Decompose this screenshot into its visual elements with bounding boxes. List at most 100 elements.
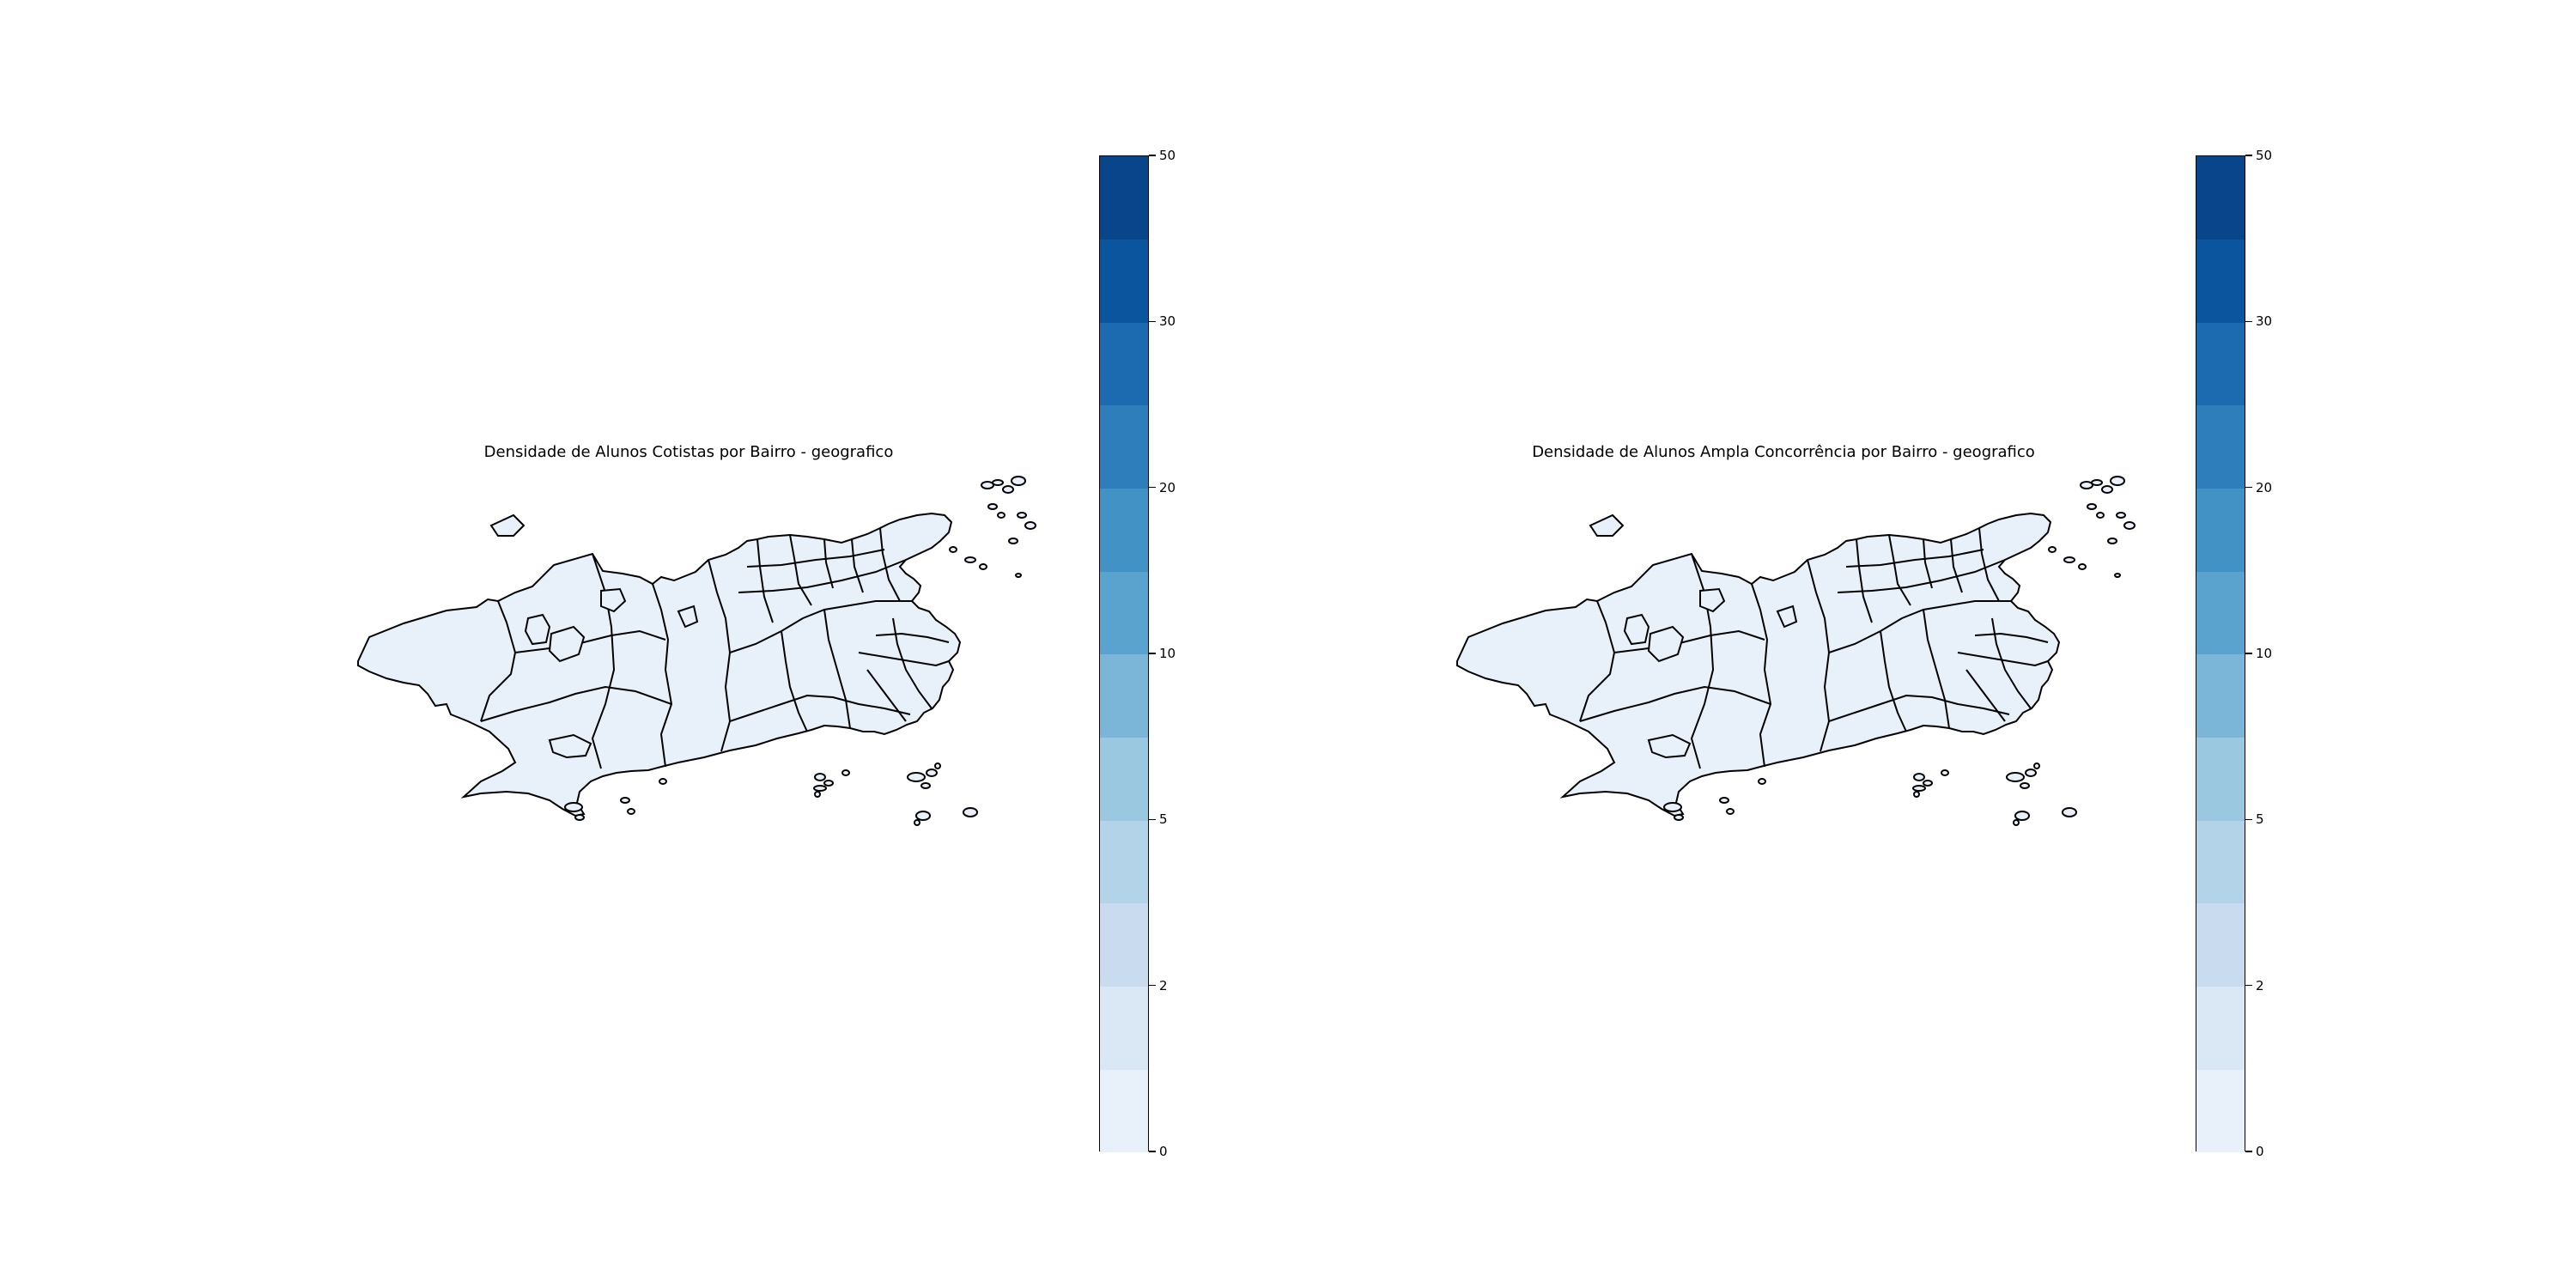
bairro-boundary xyxy=(1965,669,2006,722)
island-region xyxy=(1015,573,1022,578)
map-panel-cotistas: Densidade de Alunos Cotistas por Bairro … xyxy=(357,148,1176,1159)
colorbar-tick xyxy=(1149,1151,1156,1152)
bairro-boundary xyxy=(652,583,673,768)
island-region xyxy=(920,782,931,789)
island-region xyxy=(2101,485,2113,494)
colorbar-tick xyxy=(1149,320,1156,323)
bairro-boundary xyxy=(738,559,907,593)
colorbar-tick-label: 10 xyxy=(2256,646,2273,661)
bairro-boundary xyxy=(781,630,808,732)
island-region xyxy=(926,769,938,777)
colorbar-tick xyxy=(1149,653,1156,654)
colorbar-tick-label: 20 xyxy=(1159,479,1176,495)
city-region xyxy=(357,512,962,817)
bairro-boundary xyxy=(879,527,901,602)
island-region xyxy=(997,512,1005,519)
bairro-boundary xyxy=(1579,600,1616,722)
colorbar-tick xyxy=(2245,486,2252,489)
island-region xyxy=(814,773,826,781)
colorbar-step xyxy=(2196,737,2245,821)
colorbar-step xyxy=(1100,986,1148,1070)
island-region xyxy=(992,479,1004,486)
bairro-boundary xyxy=(729,694,911,722)
colorbar-tick xyxy=(2245,1151,2252,1152)
bairro-boundary xyxy=(875,632,950,643)
colorbar-step xyxy=(2196,322,2245,406)
bairro-boundary xyxy=(480,600,517,722)
bairro-boundary xyxy=(1923,609,1950,729)
colorbar-tick-label: 2 xyxy=(1159,977,1168,993)
island-region xyxy=(2006,772,2025,782)
map-title: Densidade de Alunos Ampla Concorrência p… xyxy=(1532,443,2035,461)
bairro-boundary xyxy=(1978,527,2000,602)
bairro-region xyxy=(489,513,526,537)
island-region xyxy=(915,811,931,821)
island-region xyxy=(1912,785,1926,792)
island-region xyxy=(979,563,987,570)
bairro-boundary xyxy=(1613,629,1765,653)
colorbar-step xyxy=(2196,820,2245,904)
bairro-boundary xyxy=(892,617,933,709)
map-panel-ampla: Densidade de Alunos Ampla Concorrência p… xyxy=(1099,0,2387,1288)
island-region xyxy=(1011,476,1026,486)
bairro-boundary xyxy=(1957,652,2049,667)
bairro-region xyxy=(548,625,586,663)
island-region xyxy=(1913,791,1920,798)
island-region xyxy=(2091,479,2103,486)
island-region xyxy=(2078,563,2087,570)
island-region xyxy=(2063,556,2075,563)
bairro-boundary xyxy=(789,534,812,606)
colorbar-step xyxy=(1100,322,1148,406)
colorbar-step xyxy=(2196,654,2245,738)
island-region xyxy=(2020,782,2030,789)
bairro-region xyxy=(677,605,699,629)
colorbar-tick-label: 5 xyxy=(1159,811,1168,828)
island-region xyxy=(2123,521,2136,530)
island-region xyxy=(2033,762,2040,769)
island-region xyxy=(1719,797,1729,804)
bairro-boundary xyxy=(514,629,666,653)
island-region xyxy=(914,819,920,826)
colorbar-tick xyxy=(1149,984,1156,987)
bairro-region xyxy=(1589,513,1625,537)
colorbar-step xyxy=(1100,820,1148,904)
colorbar-step xyxy=(2196,405,2245,489)
bairro-region xyxy=(1647,733,1692,759)
island-region xyxy=(813,785,827,792)
colorbar-step xyxy=(2196,986,2245,1070)
colorbar-step xyxy=(2196,571,2245,655)
island-region xyxy=(1726,808,1735,815)
colorbar-step xyxy=(1100,571,1148,655)
island-region xyxy=(2048,546,2057,553)
island-region xyxy=(964,556,976,563)
colorbar-step xyxy=(1100,488,1148,572)
colorbar-step xyxy=(2196,903,2245,987)
bairro-boundary xyxy=(1837,559,2006,593)
island-region xyxy=(574,814,585,821)
island-region xyxy=(1008,538,1018,544)
bairro-boundary xyxy=(1923,538,1933,589)
colorbar-step xyxy=(1100,903,1148,987)
bairro-region xyxy=(1647,625,1685,663)
colorbar-step xyxy=(1100,737,1148,821)
island-region xyxy=(627,808,635,815)
colorbar-tick xyxy=(2245,818,2252,821)
bairro-region xyxy=(600,587,627,613)
bairro-boundary xyxy=(1828,694,2010,722)
island-region xyxy=(1017,512,1027,519)
colorbar-tick xyxy=(1149,486,1156,489)
island-region xyxy=(2110,476,2125,486)
colorbar-tick-label: 50 xyxy=(1159,148,1176,163)
island-region xyxy=(1663,802,1682,812)
colorbar-step xyxy=(2196,1069,2245,1153)
bairro-region xyxy=(1623,613,1650,646)
island-region xyxy=(987,503,998,510)
colorbar-tick xyxy=(1149,155,1156,156)
bairro-region xyxy=(524,613,551,646)
bairro-boundary xyxy=(823,538,834,589)
colorbar-tick-label: 20 xyxy=(2256,479,2273,495)
colorbar-step xyxy=(2196,156,2245,240)
island-region xyxy=(823,780,834,787)
bairro-boundary xyxy=(866,669,907,722)
colorbar-tick-label: 30 xyxy=(2256,313,2273,330)
